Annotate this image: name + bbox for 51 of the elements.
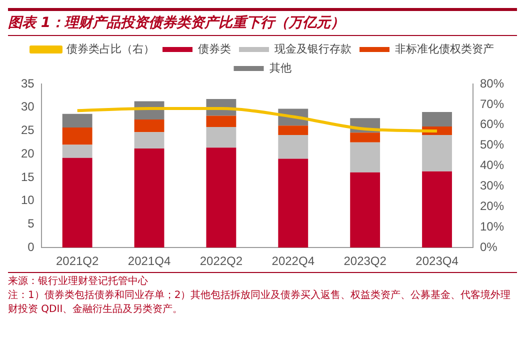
- bar: [350, 172, 380, 248]
- x-tick-label: 2021Q2: [56, 254, 99, 268]
- y2-tick-label: 70%: [480, 96, 504, 111]
- y2-tick-label: 0%: [480, 240, 498, 254]
- bar: [206, 148, 236, 248]
- y2-tick-label: 50%: [480, 138, 504, 152]
- bar: [278, 134, 308, 159]
- legend-label: 其他: [269, 61, 292, 74]
- bar: [422, 171, 452, 248]
- legend-label: 非标准化债权类资产: [395, 42, 494, 56]
- y-tick-label: 0: [28, 240, 35, 254]
- x-tick-label: 2023Q4: [416, 254, 459, 268]
- y-tick-label: 15: [20, 170, 35, 184]
- x-tick-label: 2023Q2: [344, 254, 387, 268]
- bar: [206, 116, 236, 128]
- chart-title: 图表 1：理财产品投资债券类资产比重下行（万亿元）: [8, 15, 345, 31]
- y2-tick-label: 30%: [480, 178, 504, 193]
- bar: [350, 132, 380, 142]
- text: 注：1）债券类包括债券和同业存单；2）其他包括拆放同业及债券买入返售、权益类资产、公募基金、代客境外理财投资 QDII、金融衍生品及另类资产。: [8, 289, 512, 317]
- y2-tick-label: 60%: [480, 117, 504, 132]
- bar: [62, 114, 92, 128]
- x-tick-label: 2022Q2: [200, 254, 243, 268]
- bar: [206, 127, 236, 148]
- y-tick-label: 25: [20, 123, 35, 138]
- y2-tick-label: 20%: [480, 199, 504, 214]
- legend-label: 债券类: [198, 42, 231, 56]
- y2-tick-label: 40%: [480, 158, 504, 172]
- bar: [422, 134, 452, 172]
- y-tick-label: 10: [20, 193, 35, 208]
- bar: [62, 144, 92, 158]
- legend-label: 债券类占比（右）: [66, 42, 154, 56]
- bar: [62, 158, 92, 248]
- y-tick-label: 30: [20, 100, 35, 114]
- y2-tick-label: 80%: [480, 76, 504, 90]
- bar: [278, 126, 308, 135]
- bar: [134, 148, 164, 248]
- source-note: 来源：银行业理财登记托管中心: [8, 275, 149, 289]
- bar: [278, 158, 308, 248]
- x-tick-label: 2022Q4: [272, 254, 315, 268]
- bar: [62, 127, 92, 145]
- bar: [134, 132, 164, 149]
- bar: [134, 120, 164, 132]
- y-tick-label: 20: [20, 146, 35, 160]
- x-tick-label: 2021Q4: [128, 254, 171, 268]
- y-tick-label: 5: [28, 216, 35, 231]
- y-tick-label: 35: [20, 76, 35, 90]
- bar: [350, 142, 380, 172]
- bar: [422, 112, 452, 127]
- line-series: [76, 107, 439, 133]
- legend-label: 现金及银行存款: [274, 42, 352, 56]
- y2-tick-label: 10%: [480, 219, 504, 234]
